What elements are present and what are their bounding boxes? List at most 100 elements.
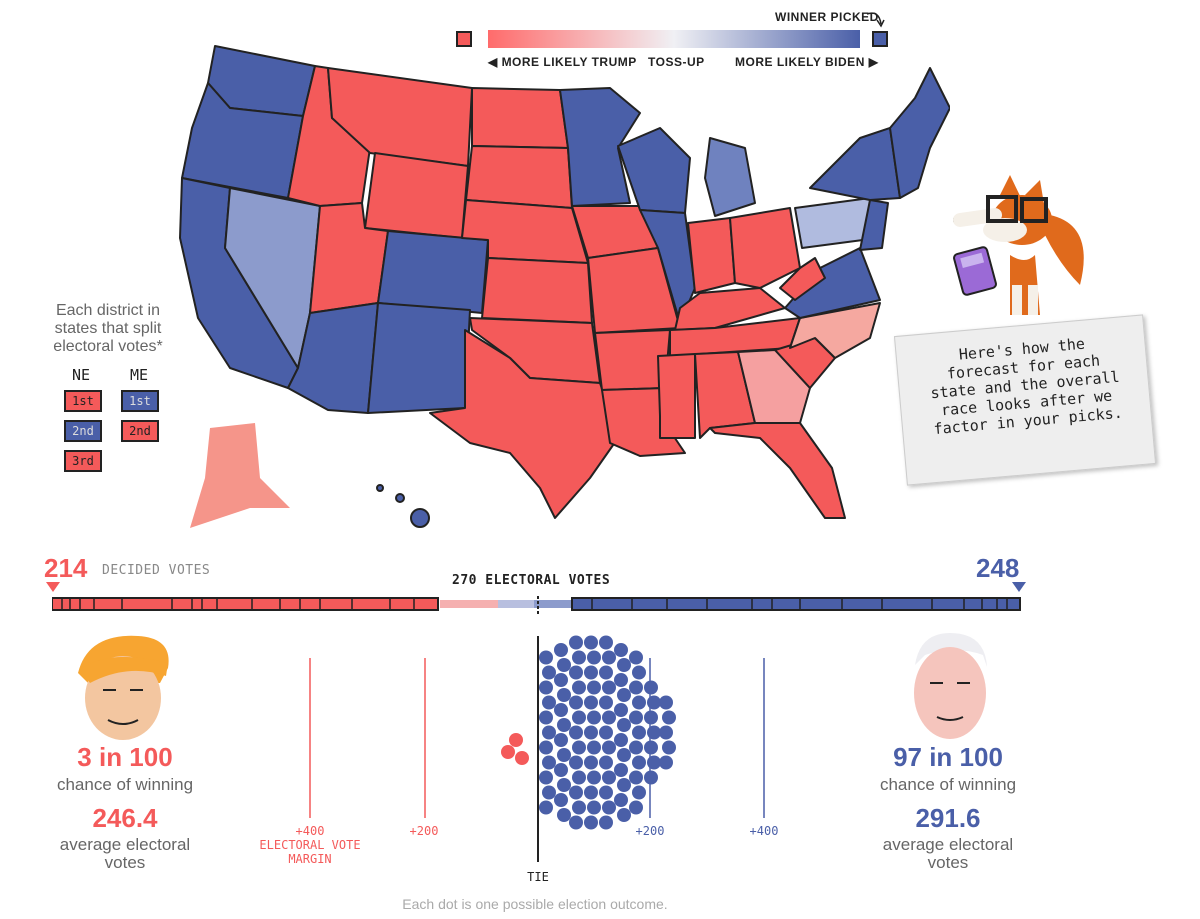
biden-outcome-dot xyxy=(569,755,583,770)
districts-title: Each district in states that split elect… xyxy=(53,302,163,355)
biden-outcome-dot xyxy=(539,710,553,725)
biden-outcome-dot xyxy=(629,740,643,755)
state-wy[interactable] xyxy=(364,152,469,239)
biden-outcome-dot xyxy=(554,673,568,687)
biden-outcome-dot xyxy=(662,710,676,725)
trump-winner-box[interactable] xyxy=(456,31,472,47)
biden-outcome-dot xyxy=(599,665,613,680)
likelihood-gradient xyxy=(488,30,860,48)
biden-outcome-dot xyxy=(599,815,613,830)
toss-up-label: TOSS-UP xyxy=(648,55,705,69)
biden-outcome-dot xyxy=(617,718,631,732)
trump-400-label: +400 xyxy=(295,824,325,838)
state-ms[interactable] xyxy=(657,353,696,439)
biden-outcome-dot xyxy=(659,695,673,710)
me-district-2[interactable]: 2nd xyxy=(121,420,159,442)
state-ks[interactable] xyxy=(481,257,593,324)
biden-outcome-dot xyxy=(584,785,598,800)
state-ny[interactable] xyxy=(809,127,901,201)
state-wi[interactable] xyxy=(617,127,691,214)
biden-outcome-dot xyxy=(572,740,586,755)
biden-outcome-dot xyxy=(599,785,613,800)
state-mi[interactable] xyxy=(704,137,756,217)
biden-outcome-dot xyxy=(584,815,598,830)
state-ga[interactable] xyxy=(737,349,811,424)
state-mn[interactable] xyxy=(559,87,641,207)
state-nd[interactable] xyxy=(471,87,569,149)
biden-outcome-dot xyxy=(557,718,571,732)
biden-outcome-dot xyxy=(632,785,646,800)
biden-avg-label: average electoral votes xyxy=(882,835,1014,872)
biden-outcome-dot xyxy=(572,650,586,665)
biden-outcome-dot xyxy=(557,658,571,672)
state-wv[interactable] xyxy=(779,257,826,301)
biden-outcome-dot xyxy=(644,680,658,695)
biden-outcome-dot xyxy=(554,733,568,747)
more-likely-trump-label: ◀ MORE LIKELY TRUMP xyxy=(488,55,637,69)
biden-chance-label: chance of winning xyxy=(879,775,1017,794)
biden-outcome-dot xyxy=(554,703,568,717)
biden-outcome-dot xyxy=(644,710,658,725)
biden-outcome-dot xyxy=(557,688,571,702)
biden-outcome-dot xyxy=(587,710,601,725)
biden-outcome-dot xyxy=(662,740,676,755)
biden-outcome-dot xyxy=(572,680,586,695)
trump-200-label: +200 xyxy=(409,824,439,838)
biden-outcome-dot xyxy=(542,665,556,680)
biden-outcome-dot xyxy=(614,703,628,717)
biden-outcome-dot xyxy=(617,688,631,702)
state-sd[interactable] xyxy=(465,145,573,209)
biden-outcome-dot xyxy=(569,665,583,680)
biden-chance: 97 in 100 xyxy=(893,742,1003,772)
biden-outcome-dot xyxy=(602,650,616,665)
biden-outcome-dot xyxy=(572,770,586,785)
state-co[interactable] xyxy=(377,230,489,314)
biden-outcome-dot xyxy=(554,793,568,807)
biden-marker-icon xyxy=(1012,582,1026,592)
biden-outcome-dot xyxy=(557,808,571,822)
biden-outcome-dot xyxy=(614,733,628,747)
trump-avg-votes: 246.4 xyxy=(92,803,158,833)
me-district-1[interactable]: 1st xyxy=(121,390,159,412)
biden-outcome-dot xyxy=(584,695,598,710)
biden-outcome-dot xyxy=(659,725,673,740)
biden-outcome-dot xyxy=(584,725,598,740)
biden-outcome-dot xyxy=(599,725,613,740)
biden-outcome-dot xyxy=(632,695,646,710)
state-fl[interactable] xyxy=(709,422,846,519)
state-nm[interactable] xyxy=(367,302,471,414)
biden-outcome-dot xyxy=(569,725,583,740)
state-in[interactable] xyxy=(687,217,736,294)
ne-district-2[interactable]: 2nd xyxy=(64,420,102,442)
trump-chance: 3 in 100 xyxy=(77,742,173,772)
biden-outcome-dot xyxy=(599,755,613,770)
biden-outcome-dot xyxy=(587,770,601,785)
biden-outcome-dot xyxy=(572,710,586,725)
ne-district-3[interactable]: 3rd xyxy=(64,450,102,472)
biden-outcome-dot xyxy=(632,725,646,740)
biden-outcome-dot xyxy=(584,635,598,650)
trump-outcome-dot xyxy=(501,745,515,759)
state-oh[interactable] xyxy=(729,207,801,289)
decided-votes-label: DECIDED VOTES xyxy=(102,563,211,578)
biden-200-label: +200 xyxy=(635,824,665,838)
biden-outcome-dot xyxy=(629,650,643,665)
trump-avg-label: average electoral votes xyxy=(59,835,191,872)
state-nj-md-de[interactable] xyxy=(859,199,889,251)
biden-outcome-dot xyxy=(539,800,553,815)
biden-outcome-dot xyxy=(539,770,553,785)
state-hi[interactable] xyxy=(410,508,430,528)
state-new-england[interactable] xyxy=(889,67,950,199)
ne-district-1[interactable]: 1st xyxy=(64,390,102,412)
biden-outcome-dot xyxy=(647,695,661,710)
biden-outcome-dot xyxy=(554,643,568,657)
biden-outcome-dot xyxy=(644,770,658,785)
biden-outcome-dot xyxy=(602,740,616,755)
state-ak[interactable] xyxy=(190,423,290,528)
biden-outcome-dot xyxy=(602,770,616,785)
biden-winner-box[interactable] xyxy=(872,31,888,47)
state-tx[interactable] xyxy=(429,329,619,519)
mascot-speech-text: Here's how the forecast for each state a… xyxy=(929,334,1124,439)
biden-outcome-dot xyxy=(629,680,643,695)
biden-outcome-dot xyxy=(587,800,601,815)
